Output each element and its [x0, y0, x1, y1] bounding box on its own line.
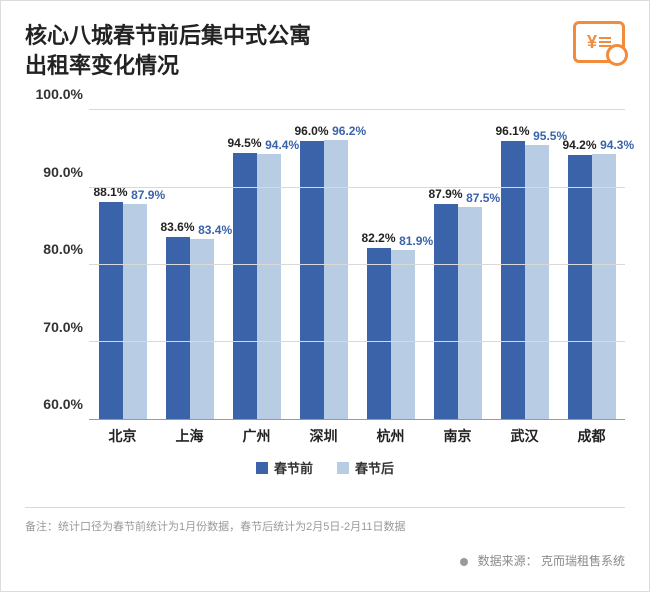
- source-label: 数据来源：: [478, 554, 538, 568]
- title-line-1: 核心八城春节前后集中式公寓: [25, 23, 311, 48]
- x-tick-label: 武汉: [491, 420, 558, 450]
- bar-value-label: 94.2%: [562, 138, 596, 152]
- grid-line: [89, 109, 625, 110]
- y-axis: 60.0%70.0%80.0%90.0%100.0%: [25, 110, 85, 420]
- y-tick-label: 80.0%: [25, 241, 83, 257]
- bar-value-label: 96.0%: [294, 124, 328, 138]
- bar: 88.1%: [99, 202, 123, 419]
- legend-swatch: [337, 462, 349, 474]
- bar: 81.9%: [391, 250, 415, 419]
- grid-line: [89, 264, 625, 265]
- x-tick-label: 成都: [558, 420, 625, 450]
- bar: 96.1%: [501, 141, 525, 420]
- legend-swatch: [256, 462, 268, 474]
- y-tick-label: 60.0%: [25, 396, 83, 412]
- bullet-icon: [460, 558, 468, 566]
- bar-groups: 88.1%87.9%83.6%83.4%94.5%94.4%96.0%96.2%…: [89, 110, 625, 419]
- grid-line: [89, 187, 625, 188]
- chart-card: 核心八城春节前后集中式公寓 出租率变化情况 ¥ 60.0% 70.0% 80.0% 9…: [0, 0, 650, 592]
- x-tick-label: 南京: [424, 420, 491, 450]
- price-list-icon: ¥: [573, 21, 625, 63]
- legend-label: 春节后: [355, 458, 394, 477]
- bar: 87.5%: [458, 207, 482, 419]
- bar-value-label: 87.9%: [428, 187, 462, 201]
- legend-item: 春节前: [256, 458, 313, 477]
- title-line-2: 出租率变化情况: [25, 53, 179, 78]
- bar-value-label: 94.5%: [227, 136, 261, 150]
- yen-icon: ¥: [587, 33, 597, 51]
- bar: 94.5%: [233, 153, 257, 420]
- legend: 春节前 春节后: [1, 458, 649, 477]
- y-tick-label: 90.0%: [25, 164, 83, 180]
- chart-title: 核心八城春节前后集中式公寓 出租率变化情况: [25, 21, 311, 80]
- bar-value-label: 96.1%: [495, 124, 529, 138]
- bar: 94.2%: [568, 155, 592, 419]
- bar: 83.4%: [190, 239, 214, 420]
- bar-value-label: 94.3%: [600, 138, 634, 152]
- source-value: 克而瑞租售系统: [541, 554, 625, 568]
- y-tick-label: 70.0%: [25, 319, 83, 335]
- bar-value-label: 82.2%: [361, 231, 395, 245]
- bar-group: 96.0%96.2%: [290, 110, 357, 419]
- x-tick-label: 广州: [223, 420, 290, 450]
- list-lines-icon: [599, 35, 611, 49]
- x-tick-label: 上海: [156, 420, 223, 450]
- x-tick-label: 杭州: [357, 420, 424, 450]
- bar-group: 83.6% 83.4%: [156, 110, 223, 419]
- bar-group: 87.9%87.5%: [424, 110, 491, 419]
- grid-line: [89, 341, 625, 342]
- bar: 82.2%: [367, 248, 391, 419]
- bar-group: 88.1%87.9%: [89, 110, 156, 419]
- bar-group: 94.5%94.4%: [223, 110, 290, 419]
- plot-area: 88.1%87.9%83.6%83.4%94.5%94.4%96.0%96.2%…: [89, 110, 625, 420]
- bar: 96.0%: [300, 141, 324, 419]
- x-tick-label: 北京: [89, 420, 156, 450]
- bar-group: 82.2%81.9%: [357, 110, 424, 419]
- bar: 96.2%: [324, 140, 348, 420]
- legend-label: 春节前: [274, 458, 313, 477]
- bar: 94.3%: [592, 154, 616, 419]
- x-axis-labels: 北京上海广州深圳杭州南京武汉成都: [89, 420, 625, 450]
- bar: 87.9%: [123, 204, 147, 420]
- y-tick-label: 100.0%: [25, 86, 83, 102]
- footnote: 备注：统计口径为春节前统计为1月份数据，春节后统计为2月5日-2月11日数据: [25, 507, 625, 534]
- bar-group: 94.2%94.3%: [558, 110, 625, 419]
- bar-chart: 60.0%70.0%80.0%90.0%100.0% 88.1%87.9%83.…: [25, 110, 625, 450]
- bar-group: 96.1%95.5%: [491, 110, 558, 419]
- bar: 87.9%: [434, 204, 458, 420]
- bar: 94.4%: [257, 154, 281, 420]
- data-source: 数据来源： 克而瑞租售系统: [25, 552, 625, 569]
- bar-value-label: 83.6%: [160, 220, 194, 234]
- header: 核心八城春节前后集中式公寓 出租率变化情况 ¥: [1, 1, 649, 90]
- legend-item: 春节后: [337, 458, 394, 477]
- x-tick-label: 深圳: [290, 420, 357, 450]
